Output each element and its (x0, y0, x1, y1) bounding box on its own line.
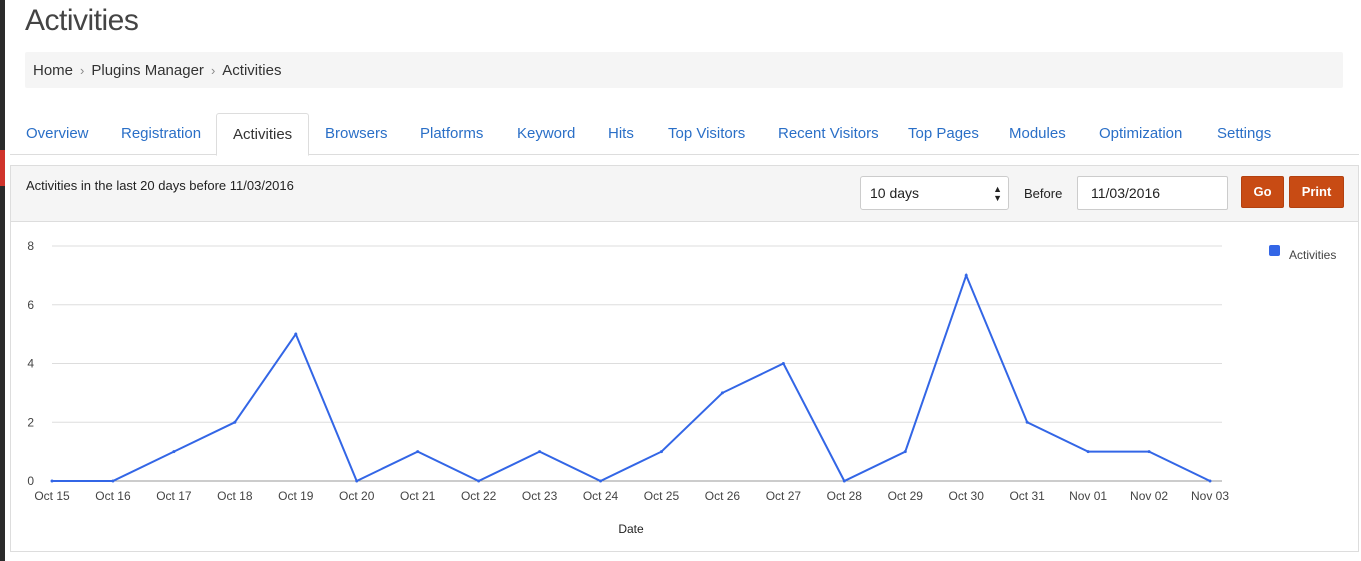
x-axis-label: Date (618, 522, 644, 536)
panel-header: Activities in the last 20 days before 11… (11, 166, 1358, 222)
x-tick-label: Oct 27 (766, 489, 802, 503)
tab-bar: Overview Registration Activities Browser… (10, 113, 1359, 156)
breadcrumb: Home › Plugins Manager › Activities (25, 52, 1343, 88)
data-point (1147, 450, 1151, 454)
range-select[interactable]: 10 days ▲ ▼ (860, 176, 1009, 210)
data-point (1208, 479, 1212, 483)
x-tick-label: Oct 23 (522, 489, 558, 503)
data-point (50, 479, 54, 483)
before-label: Before (1024, 186, 1063, 201)
tab-top-pages[interactable]: Top Pages (908, 125, 979, 142)
data-point (781, 362, 785, 365)
tab-recent-visitors[interactable]: Recent Visitors (778, 125, 879, 142)
go-button[interactable]: Go (1241, 176, 1284, 208)
tab-settings[interactable]: Settings (1217, 125, 1272, 142)
tab-optimization[interactable]: Optimization (1099, 125, 1183, 142)
tab-activities[interactable]: Activities (216, 113, 310, 156)
data-point (111, 479, 115, 483)
x-tick-label: Oct 16 (95, 489, 131, 503)
x-tick-label: Oct 25 (644, 489, 680, 503)
chart-x-ticks: Oct 15 Oct 16 Oct 17 Oct 18 Oct 19 Oct 20 Oct … (34, 489, 1229, 503)
activities-panel: Activities in the last 20 days before 11… (10, 165, 1359, 552)
y-tick-label: 4 (27, 357, 34, 371)
data-point (720, 391, 724, 395)
tab-overview[interactable]: Overview (26, 125, 89, 142)
tab-hits[interactable]: Hits (608, 125, 634, 142)
x-tick-label: Oct 28 (827, 489, 863, 503)
data-point (903, 450, 907, 454)
y-tick-label: 8 (27, 239, 34, 253)
panel-caption: Activities in the last 20 days before 11… (26, 178, 294, 193)
x-tick-label: Oct 21 (400, 489, 436, 503)
x-tick-label: Nov 03 (1191, 489, 1229, 503)
x-tick-label: Oct 30 (949, 489, 985, 503)
tab-top-visitors[interactable]: Top Visitors (668, 125, 746, 142)
y-tick-label: 6 (27, 298, 34, 312)
data-point (599, 479, 603, 483)
tab-registration[interactable]: Registration (121, 125, 202, 142)
data-point (355, 479, 359, 483)
chart-points (50, 273, 1212, 483)
data-point (172, 450, 176, 454)
x-tick-label: Oct 19 (278, 489, 314, 503)
y-tick-label: 0 (27, 474, 34, 488)
data-point (659, 450, 663, 454)
breadcrumb-separator: › (210, 62, 216, 78)
x-tick-label: Oct 15 (34, 489, 70, 503)
chart-gridlines (52, 245, 1222, 482)
left-edge-strip (0, 0, 5, 561)
chart-y-ticks: 0 2 4 6 8 (27, 239, 34, 488)
before-date-input[interactable] (1077, 176, 1228, 210)
breadcrumb-current: Activities (222, 61, 282, 79)
legend-label-activities: Activities (1289, 248, 1336, 262)
data-point (294, 332, 298, 336)
tab-keyword[interactable]: Keyword (517, 125, 576, 142)
breadcrumb-separator: › (80, 62, 85, 78)
breadcrumb-plugins-manager[interactable]: Plugins Manager (91, 61, 204, 79)
series-line-activities (52, 272, 1211, 483)
page-title: Activities (25, 4, 139, 37)
tab-modules[interactable]: Modules (1009, 125, 1066, 142)
breadcrumb-home[interactable]: Home (33, 61, 74, 79)
x-tick-label: Oct 20 (339, 489, 375, 503)
x-tick-label: Oct 22 (461, 489, 497, 503)
data-point (842, 479, 846, 483)
left-edge-marker (0, 150, 5, 186)
print-button[interactable]: Print (1289, 176, 1344, 208)
x-tick-label: Oct 17 (156, 489, 192, 503)
data-point (416, 450, 420, 454)
tab-platforms[interactable]: Platforms (420, 125, 484, 142)
x-tick-label: Oct 24 (583, 489, 619, 503)
x-tick-label: Nov 02 (1130, 489, 1168, 503)
data-point (1086, 450, 1090, 454)
y-tick-label: 2 (27, 415, 34, 429)
select-arrows-icon: ▲ ▼ (993, 184, 1002, 203)
range-select-value: 10 days (870, 185, 920, 201)
legend-swatch (1269, 245, 1280, 256)
data-point (1025, 420, 1029, 424)
tab-browsers[interactable]: Browsers (325, 125, 388, 142)
x-tick-label: Oct 26 (705, 489, 741, 503)
data-point (538, 450, 542, 454)
data-point (477, 479, 481, 483)
data-point (964, 273, 968, 277)
x-tick-label: Oct 29 (888, 489, 924, 503)
data-point (233, 420, 237, 424)
x-tick-label: Oct 31 (1009, 489, 1045, 503)
x-tick-label: Nov 01 (1069, 489, 1107, 503)
x-tick-label: Oct 18 (217, 489, 253, 503)
